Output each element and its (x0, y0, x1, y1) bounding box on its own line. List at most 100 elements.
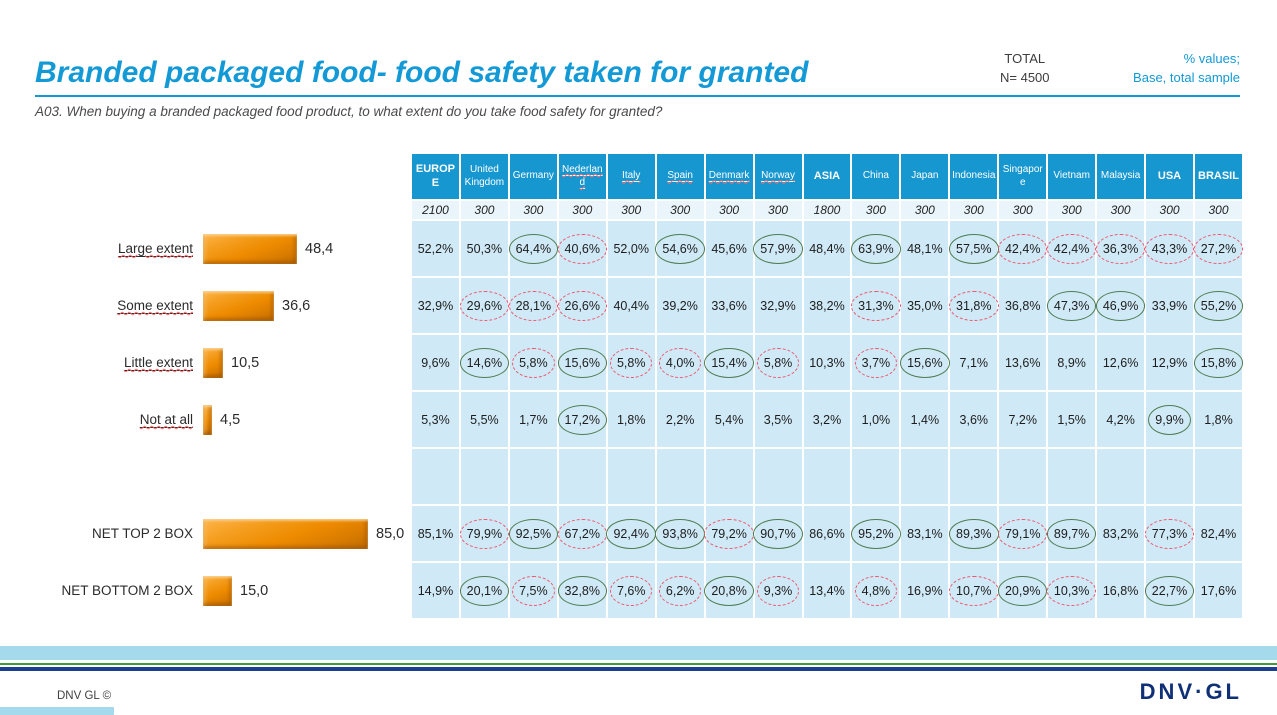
bar-value: 15,0 (240, 582, 269, 599)
bar-value: 10,5 (231, 354, 260, 371)
highlighted-value: 15,8% (1193, 347, 1244, 378)
base-n: 1800 (803, 201, 851, 219)
column-header: Italy (607, 154, 655, 199)
table-cell: 16,9% (901, 563, 949, 618)
table-cell: 38,2% (803, 278, 851, 333)
highlighted-value: 15,4% (704, 347, 755, 378)
table-cell: 42,4% (997, 221, 1048, 276)
highlighted-value: 92,4% (606, 518, 657, 549)
highlighted-value: 57,9% (753, 233, 804, 264)
table-cell: 15,6% (557, 335, 608, 390)
page-title: Branded packaged food- food safety taken… (35, 56, 809, 89)
table-cell (1195, 449, 1242, 504)
highlighted-value: 6,2% (659, 575, 701, 606)
title-underline (35, 95, 1240, 97)
table-cell (1146, 449, 1193, 504)
table-cell: 82,4% (1195, 506, 1242, 561)
footer-stripe-lightblue (0, 646, 1277, 660)
cell-value: 33,9% (1151, 298, 1188, 313)
table-cell: 93,8% (655, 506, 706, 561)
highlighted-value: 4,0% (659, 347, 701, 378)
highlighted-value: 63,9% (851, 233, 902, 264)
table-cell (852, 449, 900, 504)
cell-value: 1,4% (910, 412, 940, 427)
column-header: Malaysia (1097, 154, 1145, 199)
table-cell: 79,9% (459, 506, 510, 561)
bar (203, 347, 223, 378)
cell-value: 85,1% (417, 526, 454, 541)
table-cell: 77,3% (1144, 506, 1195, 561)
base-n: 300 (558, 201, 606, 219)
cell-value: 2,2% (665, 412, 695, 427)
column-header: Singapore (999, 154, 1047, 199)
base-n: 300 (1048, 201, 1096, 219)
cell-value: 3,6% (959, 412, 989, 427)
table-wrap: EUROPE United Kingdom Germany Nederland Ital… (410, 152, 1244, 620)
base-n: 300 (656, 201, 704, 219)
column-header: Japan (901, 154, 949, 199)
highlighted-value: 90,7% (753, 518, 804, 549)
table-cell: 31,8% (948, 278, 1000, 333)
total-n: N= 4500 (1000, 69, 1050, 85)
cell-value: 48,1% (907, 241, 943, 256)
cell-value: 35,0% (907, 298, 943, 313)
table-cell: 20,9% (997, 563, 1048, 618)
table-cell: 15,6% (900, 335, 951, 390)
table-cell: 15,8% (1193, 335, 1244, 390)
cell-value: 5,4% (714, 412, 744, 427)
table-cell (999, 449, 1047, 504)
column-header: Nederland (558, 154, 606, 199)
base-n: 300 (705, 201, 753, 219)
highlighted-value: 20,1% (459, 575, 510, 606)
cell-value: 32,9% (760, 298, 796, 313)
cell-value: 32,9% (417, 298, 454, 313)
table-cell: 1,8% (607, 392, 655, 447)
bar (203, 575, 232, 606)
table-cell: 9,9% (1146, 392, 1193, 447)
table-cell: 63,9% (851, 221, 902, 276)
table-cell (1097, 449, 1145, 504)
table-cell: 1,5% (1048, 392, 1096, 447)
question-text: A03. When buying a branded packaged food… (35, 104, 663, 119)
table-cell: 7,5% (509, 563, 557, 618)
table-cell: 29,6% (459, 278, 510, 333)
highlighted-value: 92,5% (508, 518, 559, 549)
bar (203, 233, 297, 264)
table-cell: 3,2% (803, 392, 851, 447)
sample-info: TOTAL N= 4500 % values; Base, total samp… (1000, 50, 1240, 88)
cell-value: 14,9% (417, 583, 454, 598)
bar-row: NET TOP 2 BOX 85,0 (35, 518, 411, 550)
table-cell: 79,1% (997, 506, 1048, 561)
cell-value: 10,3% (809, 355, 845, 370)
highlighted-value: 15,6% (900, 347, 951, 378)
cell-value: 38,2% (809, 298, 845, 313)
highlighted-value: 14,6% (459, 347, 510, 378)
table-cell: 13,6% (999, 335, 1047, 390)
cell-value: 5,5% (470, 412, 499, 427)
table-cell: 90,7% (753, 506, 804, 561)
bar-label: Not at all (139, 412, 193, 427)
highlighted-value: 15,6% (557, 347, 608, 378)
table-cell: 95,2% (851, 506, 902, 561)
cell-value: 13,6% (1004, 355, 1041, 370)
table-cell: 55,2% (1193, 278, 1244, 333)
table-cell (412, 449, 459, 504)
table-cell: 52,2% (412, 221, 459, 276)
bar-label: NET TOP 2 BOX (91, 526, 193, 541)
table-cell: 31,3% (851, 278, 902, 333)
table-cell: 36,8% (999, 278, 1047, 333)
table-cell: 42,4% (1046, 221, 1097, 276)
highlighted-value: 79,2% (704, 518, 755, 549)
highlighted-value: 47,3% (1046, 290, 1097, 321)
table-cell: 4,2% (1097, 392, 1145, 447)
column-header: Denmark (705, 154, 753, 199)
highlighted-value: 31,3% (851, 290, 902, 321)
table-cell: 1,8% (1195, 392, 1242, 447)
table-cell (656, 449, 704, 504)
cell-value: 9,6% (421, 355, 450, 370)
cell-value: 16,9% (907, 583, 943, 598)
cell-value: 48,4% (809, 241, 845, 256)
highlighted-value: 9,9% (1148, 404, 1191, 435)
cell-value: 1,0% (861, 412, 891, 427)
